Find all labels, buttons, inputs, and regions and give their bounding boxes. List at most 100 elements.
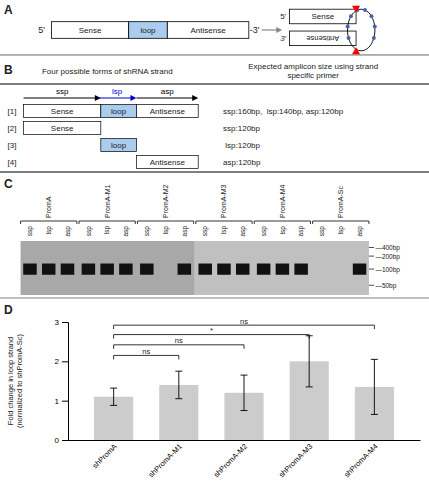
error-stem [178,371,179,399]
gel-band [236,264,250,275]
error-stem [113,388,114,405]
group-bracket [254,221,310,224]
group-label: PromA-Sc [337,186,344,218]
gel-band [23,264,37,275]
gel-band [294,264,308,275]
error-cap [175,398,182,399]
figure: ASenseloopAntisense5'-3'Sense5'Antisense… [0,0,429,500]
hairpin-label: Antisense [306,34,339,43]
panel-b: BFour possible forms of shRNA strandExpe… [0,62,429,172]
fold-arrow [262,29,279,30]
error-bar [371,359,378,414]
lane-label: lsp [337,226,345,235]
panel-title-line: Expected amplicon size using strand [248,62,378,71]
marker-tick [369,285,374,286]
group-label: PromA-M1 [104,184,111,218]
gel-band [257,264,271,275]
form-index: [3] [8,141,17,150]
group-label: PromA-M4 [279,184,286,218]
separator [0,298,429,299]
marker-tick [369,247,374,248]
primer-arrow [136,97,194,98]
element-label: Sense [79,26,102,35]
group-label: PromA [45,196,52,218]
x-tick: shPromA-M1 [147,440,184,479]
x-tick: shPromA-M3 [277,440,314,479]
form-box [24,122,101,135]
form-index: [4] [8,158,17,167]
gel-band [82,264,96,275]
error-cap [306,386,313,387]
cleavage-triangle [352,6,360,13]
primer-label: asp [161,87,174,96]
amplicon-label: lsp:120bp [223,141,260,150]
lane-label: lsp [45,226,53,235]
cleavage-triangle [352,47,360,54]
end-label: 5' [38,25,45,35]
gel-band [119,264,133,275]
primer-arrow-head [192,95,198,101]
form-index: [1] [8,107,17,116]
panel-a: ASenseloopAntisense5'-3'Sense5'Antisense… [0,3,429,55]
x-tick: shPromA [91,440,119,470]
x-tick-label: shPromA-M2 [212,442,249,479]
error-cap [241,410,248,411]
lane-label: ssp [143,226,151,237]
y-tick: 2 [55,357,68,366]
element-label: Antisense [190,26,226,35]
significance: nsns*ns [114,317,375,360]
error-cap [110,405,117,406]
loop-nucleotide [373,25,377,29]
lane-label: lsp [279,226,287,235]
form-box [136,105,198,118]
x-tick: shPromA-M4 [342,440,379,479]
amplicon-label: ssp:120bp [223,124,260,133]
significance-label: ns [142,347,150,356]
gel-right [195,241,369,295]
panel-letter: A [4,3,13,17]
gel-left [21,241,195,295]
significance-label: ns [175,336,183,345]
significance-bracket [114,335,310,339]
x-tick-label: shPromA-M3 [277,442,314,479]
error-cap [371,359,378,360]
error-cap [371,414,378,415]
lane-label: ssp [260,226,268,237]
y-tick-label: 0 [55,436,60,445]
rule-bottom [0,171,429,172]
y-axis-line [62,323,69,441]
loop-nucleotide [349,14,353,18]
hairpin-box [290,31,356,46]
panel-letter: D [4,303,13,317]
form-box-label: Sense [51,124,74,133]
gel-band [42,264,56,275]
marker-label: —100bp [375,266,400,274]
group-label: PromA-M3 [220,184,227,218]
marker-label: —400bp [375,244,400,252]
lane-label: asp [64,226,72,237]
hairpin-end: 3' [280,34,286,43]
form-box [24,105,101,118]
lane-label: asp [356,226,364,237]
gel-band [100,264,114,275]
panel-c: CPromAssplspaspPromA-M1ssplspaspPromA-M2… [0,177,429,298]
y-tick-label: 1 [55,397,60,406]
panel-title: Expected amplicon size using strandspeci… [248,62,378,80]
form-box-label: Sense [51,107,74,116]
primer-arrow-head [130,95,136,101]
gel-band [217,264,231,275]
marker-tick [369,269,374,270]
y-tick: 1 [55,397,68,406]
y-tick-mark [62,322,68,323]
loop-nucleotide [369,14,373,18]
error-cap [175,371,182,372]
element-box [129,22,168,39]
y-axis-title-line: Fold change in loop strand [6,337,15,425]
lane-label: lsp [220,226,228,235]
form-box-label: loop [111,141,127,150]
panel-d: D0123shPromAshPromA-M1shPromA-M2shPromA-… [4,303,421,479]
y-axis-title-line: (normalized to shPromA-Sc) [15,333,24,428]
primer-arrow [24,97,97,98]
error-bar [241,375,248,410]
element-box [51,22,128,39]
